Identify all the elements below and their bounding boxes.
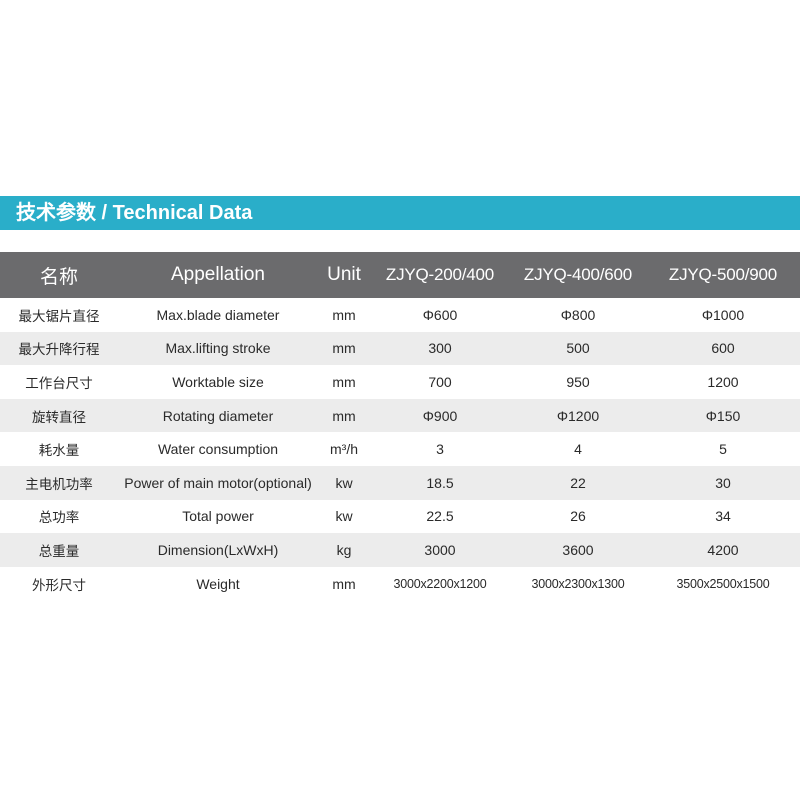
- table-row: 旋转直径 Rotating diameter mm Φ900 Φ1200 Φ150: [0, 398, 800, 433]
- cell-model-1: 18.5: [426, 474, 454, 491]
- cell-model-3: 5: [719, 441, 727, 458]
- cell-unit: kw: [335, 508, 353, 525]
- cell-name-cn: 耗水量: [38, 443, 80, 460]
- cell-model-2: 26: [570, 508, 586, 525]
- header-appellation: Appellation: [170, 264, 266, 285]
- cell-appellation: Rotating diameter: [162, 407, 274, 424]
- cell-name-cn: 最大锯片直径: [18, 308, 100, 325]
- cell-name-cn: 外形尺寸: [32, 577, 86, 594]
- table-row: 外形尺寸 Weight mm 3000x2200x1200 3000x2300x1300…: [0, 566, 800, 601]
- table-row: 耗水量 Water consumption m³/h 3 4 5: [0, 432, 800, 466]
- cell-appellation: Max.blade diameter: [156, 306, 280, 323]
- cell-unit: mm: [332, 340, 356, 357]
- cell-model-3: Φ150: [705, 407, 741, 424]
- cell-unit: mm: [332, 575, 356, 592]
- cell-model-1: 22.5: [426, 508, 454, 525]
- cell-name-cn: 最大升降行程: [18, 342, 100, 359]
- cell-model-2: 4: [574, 441, 582, 458]
- cell-model-2: Φ800: [560, 306, 596, 323]
- cell-name-cn: 总重量: [38, 543, 80, 560]
- table-row: 最大锯片直径 Max.blade diameter mm Φ600 Φ800 Φ1000: [0, 298, 800, 332]
- header-model-3: ZJYQ-500/900: [668, 265, 778, 284]
- cell-model-3: 30: [715, 474, 731, 491]
- cell-unit: mm: [332, 407, 356, 424]
- cell-model-3: 34: [715, 508, 731, 525]
- cell-model-1: Φ900: [422, 407, 458, 424]
- cell-model-2: 3600: [562, 541, 594, 558]
- cell-appellation: Water consumption: [157, 441, 279, 458]
- cell-appellation: Power of main motor(optional): [124, 474, 312, 491]
- page-title: 技术参数 / Technical Data: [16, 202, 253, 224]
- header-model-1: ZJYQ-200/400: [385, 265, 495, 284]
- cell-model-2: 500: [566, 340, 590, 357]
- cell-unit: kw: [335, 474, 353, 491]
- table-row: 总重量 Dimension(LxWxH) kg 3000 3600 4200: [0, 533, 800, 567]
- cell-unit: mm: [332, 373, 356, 390]
- cell-model-3: 600: [711, 340, 735, 357]
- cell-appellation: Weight: [196, 575, 240, 592]
- table-row: 主电机功率 Power of main motor(optional) kw 18.5…: [0, 465, 800, 500]
- cell-model-2: Φ1200: [556, 407, 600, 424]
- header-unit: Unit: [327, 264, 361, 285]
- cell-name-cn: 工作台尺寸: [25, 375, 93, 392]
- table-row: 总功率 Total power kw 22.5 26 34: [0, 499, 800, 534]
- title-banner: 技术参数 / Technical Data: [0, 196, 800, 230]
- cell-model-1: Φ600: [422, 306, 458, 323]
- cell-appellation: Total power: [182, 508, 254, 525]
- header-model-2: ZJYQ-400/600: [523, 265, 633, 284]
- cell-model-1: 3000x2200x1200: [393, 576, 487, 591]
- cell-name-cn: 主电机功率: [25, 476, 93, 493]
- table-row: 工作台尺寸 Worktable size mm 700 950 1200: [0, 365, 800, 399]
- cell-model-1: 700: [428, 373, 452, 390]
- table-header-row: 名称 Appellation Unit ZJYQ-200/400 ZJYQ-40…: [0, 252, 800, 298]
- cell-model-2: 950: [566, 373, 590, 390]
- cell-name-cn: 总功率: [38, 510, 80, 527]
- cell-model-1: 3000: [424, 541, 456, 558]
- cell-model-2: 3000x2300x1300: [531, 576, 625, 591]
- cell-appellation: Worktable size: [172, 373, 264, 390]
- table-row: 最大升降行程 Max.lifting stroke mm 300 500 600: [0, 331, 800, 366]
- cell-appellation: Max.lifting stroke: [165, 340, 271, 357]
- cell-model-2: 22: [570, 474, 586, 491]
- cell-model-3: Φ1000: [701, 306, 745, 323]
- technical-data-table: 名称 Appellation Unit ZJYQ-200/400 ZJYQ-40…: [0, 252, 800, 601]
- header-name-cn: 名称: [39, 266, 78, 288]
- cell-model-3: 4200: [707, 541, 739, 558]
- cell-model-3: 1200: [707, 373, 739, 390]
- cell-model-3: 3500x2500x1500: [676, 576, 770, 591]
- cell-appellation: Dimension(LxWxH): [157, 541, 279, 558]
- cell-unit: kg: [336, 541, 352, 558]
- cell-model-1: 300: [428, 340, 452, 357]
- cell-model-1: 3: [436, 441, 444, 458]
- cell-unit: mm: [332, 306, 356, 323]
- cell-unit: m³/h: [330, 441, 358, 458]
- cell-name-cn: 旋转直径: [32, 409, 86, 426]
- table-body: 最大锯片直径 Max.blade diameter mm Φ600 Φ800 Φ1000 最…: [0, 298, 800, 601]
